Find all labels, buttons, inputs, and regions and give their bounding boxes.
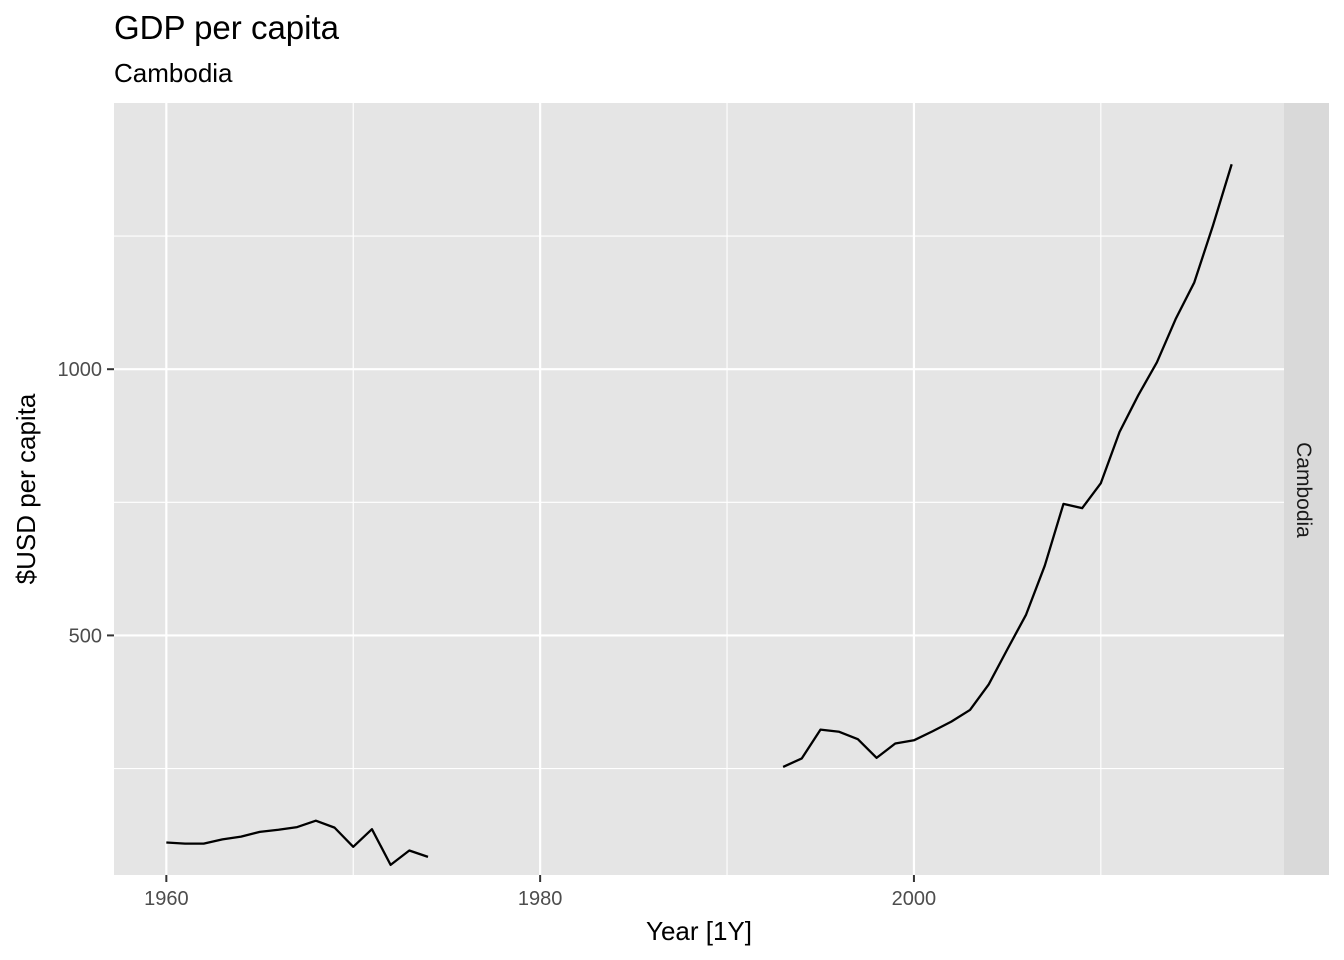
y-tick-label: 1000 <box>58 359 103 381</box>
y-axis: 500 1000 <box>58 359 114 647</box>
series-line-segment <box>782 163 1233 768</box>
minor-grid <box>114 103 1284 875</box>
series-line-segment <box>166 819 429 867</box>
series-lines <box>166 163 1233 867</box>
x-tick-label: 2000 <box>892 888 937 910</box>
chart-subtitle: Cambodia <box>114 58 233 88</box>
facet-strip <box>1284 103 1329 875</box>
facet-strip-label: Cambodia <box>1292 442 1315 538</box>
chart-title: GDP per capita <box>114 9 340 46</box>
x-axis: 1960 1980 2000 <box>144 875 936 910</box>
x-tick-label: 1980 <box>518 888 563 910</box>
y-axis-title: $USD per capita <box>11 393 41 584</box>
x-tick-label: 1960 <box>144 888 189 910</box>
major-grid <box>114 103 1284 875</box>
plot-panel <box>114 103 1284 875</box>
y-tick-label: 500 <box>69 625 102 647</box>
x-axis-title: Year [1Y] <box>646 916 752 946</box>
